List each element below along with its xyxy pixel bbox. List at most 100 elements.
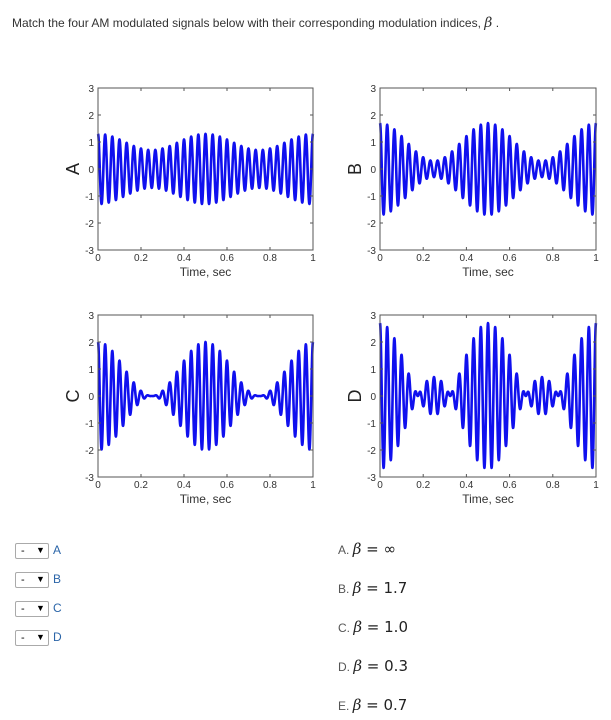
- signal-line: [96, 340, 315, 451]
- axes-box: [97, 87, 314, 251]
- subplot-c: 0 0.2 0.4 0.6 0.8 1 3 2 1 0 -1 -2 -3 Time, sec C: [63, 311, 316, 506]
- y-tick-label: 0: [370, 392, 376, 403]
- signal-line: [96, 132, 315, 206]
- answer-a: A. β = ∞: [338, 540, 396, 558]
- y-tick-label: -1: [85, 192, 94, 203]
- x-tick-label: 1: [593, 480, 599, 491]
- subplot-d: 0 0.2 0.4 0.6 0.8 1 3 2 1 0 -1 -2 -3 Time, sec D: [345, 311, 599, 506]
- x-tick-label: 0.4: [459, 480, 473, 491]
- y-tick-label: 2: [88, 338, 94, 349]
- subplot-b: 0 0.2 0.4 0.6 0.8 1 3 2 1 0 -1 -2 -3 Time, sec B: [345, 84, 599, 279]
- x-tick-label: 0.2: [134, 480, 148, 491]
- y-tick-label: 0: [370, 165, 376, 176]
- signal-line: [378, 121, 598, 216]
- select-label: A: [53, 543, 62, 557]
- select-c[interactable]: - ▼: [15, 601, 49, 617]
- select-value: -: [21, 603, 25, 615]
- x-tick-label: 0: [95, 480, 101, 491]
- select-b[interactable]: - ▼: [15, 572, 49, 588]
- x-tick-label: 0: [95, 253, 101, 264]
- x-tick-label: 0.6: [220, 253, 234, 264]
- x-tick-label: 0.8: [546, 480, 560, 491]
- answer-key: A.: [338, 543, 350, 557]
- x-tick-label: 0.6: [503, 480, 517, 491]
- y-tick-label: 0: [88, 165, 94, 176]
- x-tick-label: 0.2: [416, 253, 430, 264]
- y-tick-label: -2: [367, 446, 376, 457]
- question-end: .: [495, 16, 500, 30]
- question-text: Match the four AM modulated signals belo…: [12, 15, 499, 31]
- x-tick-label: 0.6: [220, 480, 234, 491]
- answer-value: = 1.7: [366, 579, 408, 597]
- y-tick-label: -2: [85, 219, 94, 230]
- select-label: D: [53, 630, 62, 644]
- select-a[interactable]: - ▼: [15, 543, 49, 559]
- dropdown-arrow-icon: ▼: [36, 632, 45, 642]
- y-tick-label: 3: [370, 84, 376, 95]
- answer-key: C.: [338, 621, 350, 635]
- y-tick-label: -3: [85, 473, 94, 484]
- beta-symbol: β: [352, 696, 362, 714]
- y-tick-label: -1: [85, 419, 94, 430]
- y-tick-label: -1: [367, 192, 376, 203]
- answer-d: D. β = 0.3: [338, 657, 408, 675]
- x-tick-label: 0.4: [177, 480, 191, 491]
- answer-key: E.: [338, 699, 350, 713]
- select-value: -: [21, 574, 25, 586]
- y-tick-label: -3: [367, 473, 376, 484]
- x-axis-label: Time, sec: [180, 492, 232, 506]
- x-axis-label: Time, sec: [462, 265, 514, 279]
- answer-b: B. β = 1.7: [338, 579, 407, 597]
- y-axis-label: A: [63, 163, 83, 175]
- select-label: C: [53, 601, 62, 615]
- y-tick-label: 1: [370, 138, 376, 149]
- y-tick-label: 1: [88, 138, 94, 149]
- x-tick-label: 1: [310, 253, 316, 264]
- y-tick-label: -1: [367, 419, 376, 430]
- subplot-a: 0 0.2 0.4 0.6 0.8 1 3 2 1 0 -1 -2 -3 Time, sec A: [63, 84, 316, 279]
- x-tick-label: 0.4: [177, 253, 191, 264]
- answer-key: B.: [338, 582, 350, 596]
- y-tick-label: 3: [88, 311, 94, 322]
- x-tick-label: 1: [593, 253, 599, 264]
- signal-line: [378, 321, 598, 470]
- x-tick-label: 0.2: [416, 480, 430, 491]
- dropdown-arrow-icon: ▼: [36, 603, 45, 613]
- beta-symbol: β: [353, 618, 363, 636]
- x-tick-label: 0: [377, 253, 383, 264]
- axes-box: [379, 87, 597, 251]
- x-tick-label: 0.6: [503, 253, 517, 264]
- answer-value: = 1.0: [366, 618, 408, 636]
- y-tick-label: -3: [85, 246, 94, 257]
- y-tick-label: -3: [367, 246, 376, 257]
- x-tick-label: 0.8: [263, 480, 277, 491]
- x-tick-label: 0.2: [134, 253, 148, 264]
- answer-e: E. β = 0.7: [338, 696, 407, 714]
- y-tick-label: -2: [85, 446, 94, 457]
- x-tick-label: 0.8: [263, 253, 277, 264]
- y-tick-label: 2: [370, 338, 376, 349]
- dropdown-arrow-icon: ▼: [36, 574, 45, 584]
- select-d[interactable]: - ▼: [15, 630, 49, 646]
- beta-symbol: β: [352, 540, 362, 558]
- answer-value: = 0.3: [366, 657, 408, 675]
- axes-box: [97, 314, 314, 478]
- answer-value: = ∞: [366, 540, 396, 558]
- y-tick-label: 3: [88, 84, 94, 95]
- x-tick-label: 1: [310, 480, 316, 491]
- y-tick-label: 1: [370, 365, 376, 376]
- y-tick-label: -2: [367, 219, 376, 230]
- answer-c: C. β = 1.0: [338, 618, 408, 636]
- dropdown-arrow-icon: ▼: [36, 545, 45, 555]
- answer-key: D.: [338, 660, 350, 674]
- y-tick-label: 0: [88, 392, 94, 403]
- y-tick-label: 2: [370, 111, 376, 122]
- select-label: B: [53, 572, 62, 586]
- beta-symbol: β: [352, 579, 362, 597]
- y-tick-label: 1: [88, 365, 94, 376]
- x-axis-label: Time, sec: [462, 492, 514, 506]
- x-tick-label: 0.8: [546, 253, 560, 264]
- y-tick-label: 2: [88, 111, 94, 122]
- select-value: -: [21, 632, 25, 644]
